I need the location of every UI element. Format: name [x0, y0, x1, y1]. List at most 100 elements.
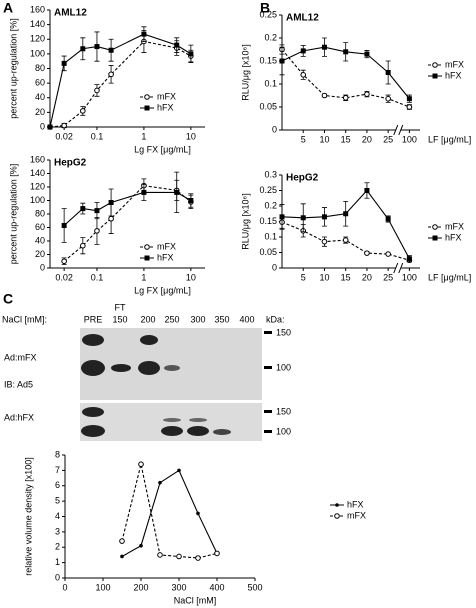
- y-tick-label: 3: [55, 526, 60, 536]
- x-tick-label: 10: [186, 272, 196, 282]
- x-axis-label: LF [μg/mL]: [428, 272, 471, 282]
- kda-ticks: [264, 331, 272, 433]
- marker: [432, 224, 438, 230]
- legend-label: hFX: [347, 499, 364, 509]
- lane-label: 300: [190, 314, 205, 324]
- y-tick-label: 0: [40, 121, 45, 131]
- chart-title: AML12: [54, 8, 87, 19]
- western-blot: NaCl [mM]: FT PRE 150 200 250 300 350 40…: [2, 302, 291, 441]
- x-tick-label: 400: [209, 582, 224, 592]
- marker: [432, 235, 438, 241]
- marker: [385, 70, 391, 75]
- marker: [61, 122, 67, 129]
- y-axis-label: RLU/μg [x10⁶]: [240, 193, 250, 249]
- marker: [343, 49, 349, 55]
- marker: [157, 552, 163, 558]
- y-tick-label: 4: [55, 511, 60, 521]
- row-label: IB: Ad5: [4, 379, 33, 389]
- chart-title: HepG2: [54, 158, 87, 169]
- marker: [406, 104, 413, 110]
- y-tick-label: 80: [35, 208, 45, 218]
- y-tick-label: 0.3: [264, 169, 277, 179]
- y-tick-label: 0.2: [264, 200, 277, 210]
- marker: [188, 198, 194, 203]
- x-tick-label: 25: [383, 134, 393, 144]
- lane-label: 250: [164, 314, 179, 324]
- axis-break: [393, 262, 404, 274]
- marker: [158, 480, 162, 485]
- x-tick-label: 0.1: [91, 131, 104, 141]
- axis-break: [395, 262, 401, 274]
- x-axis-label: LF [μg/mL]: [428, 134, 471, 144]
- y-tick-label: 80: [35, 63, 45, 73]
- marker: [335, 503, 339, 507]
- marker: [279, 58, 285, 64]
- y-tick-label: 20: [35, 107, 45, 117]
- legend-label: mFX: [157, 91, 176, 101]
- marker: [138, 461, 144, 468]
- y-tick-label: 0.1: [264, 231, 277, 241]
- legend-label: hFX: [445, 232, 462, 242]
- marker: [80, 46, 86, 52]
- marker: [94, 44, 100, 50]
- legend-label: hFX: [157, 102, 174, 112]
- lane-label: 350: [214, 314, 229, 324]
- legend-label: hFX: [445, 70, 462, 80]
- marker: [144, 105, 150, 111]
- x-tick-label: 10: [319, 272, 329, 282]
- marker: [321, 44, 327, 50]
- marker: [300, 215, 306, 221]
- chart: 0 1 2 3 4 5 6 7 8 0 100 200 300 400 500 NaCl [mM] relati…: [23, 449, 366, 605]
- marker: [334, 513, 340, 519]
- x-tick-label: 15: [341, 134, 351, 144]
- y-tick-label: 140: [30, 19, 45, 29]
- legend-label: mFX: [445, 221, 464, 231]
- legend-label: mFX: [347, 510, 366, 520]
- marker: [177, 468, 181, 473]
- marker: [144, 255, 150, 261]
- x-tick-label: 300: [171, 582, 186, 592]
- x-axis-label: NaCl [mM]: [174, 595, 217, 605]
- y-tick-label: 40: [35, 235, 45, 245]
- marker: [342, 237, 349, 243]
- panel-label: B: [260, 0, 270, 16]
- blot-membrane: [80, 328, 262, 400]
- lane-label: 200: [140, 314, 155, 324]
- y-tick-label: 2: [55, 542, 60, 552]
- kda-marker: 150: [276, 406, 291, 416]
- marker: [61, 60, 67, 66]
- y-tick-label: 100: [30, 195, 45, 205]
- x-tick-label: 10: [319, 134, 329, 144]
- x-tick-label: 0: [62, 582, 67, 592]
- marker: [94, 228, 100, 234]
- y-tick-label: 100: [30, 48, 45, 58]
- marker: [321, 92, 328, 99]
- y-tick-label: 60: [35, 78, 45, 88]
- chart-title: AML12: [286, 13, 319, 24]
- marker: [364, 51, 370, 57]
- marker: [120, 554, 124, 559]
- chart: 0 0.05 0.1 0.15 0.2 0.25 5 10 15 20 25 100 LF [μg/mL…: [240, 9, 471, 144]
- series-line: [49, 33, 192, 128]
- marker: [195, 555, 201, 561]
- marker: [279, 214, 285, 220]
- marker: [385, 216, 391, 222]
- y-tick-label: 60: [35, 222, 45, 232]
- marker: [188, 51, 194, 57]
- x-axis-label: Lg FX [μg/mL]: [134, 285, 191, 295]
- marker: [61, 258, 67, 265]
- x-tick-label: 1: [141, 272, 146, 282]
- marker: [214, 550, 220, 557]
- x-tick-label: 100: [402, 272, 417, 282]
- x-tick-label: 0.02: [55, 131, 73, 141]
- marker: [174, 42, 180, 48]
- series-line: [121, 464, 218, 559]
- marker: [385, 95, 391, 102]
- y-tick-label: 160: [30, 4, 45, 14]
- blot-label: NaCl [mM]:: [2, 314, 47, 324]
- marker: [108, 47, 114, 53]
- x-tick-label: 15: [341, 272, 351, 282]
- x-tick-label: 20: [362, 272, 372, 282]
- y-axis-label: RLU/μg [x10⁶]: [240, 44, 250, 100]
